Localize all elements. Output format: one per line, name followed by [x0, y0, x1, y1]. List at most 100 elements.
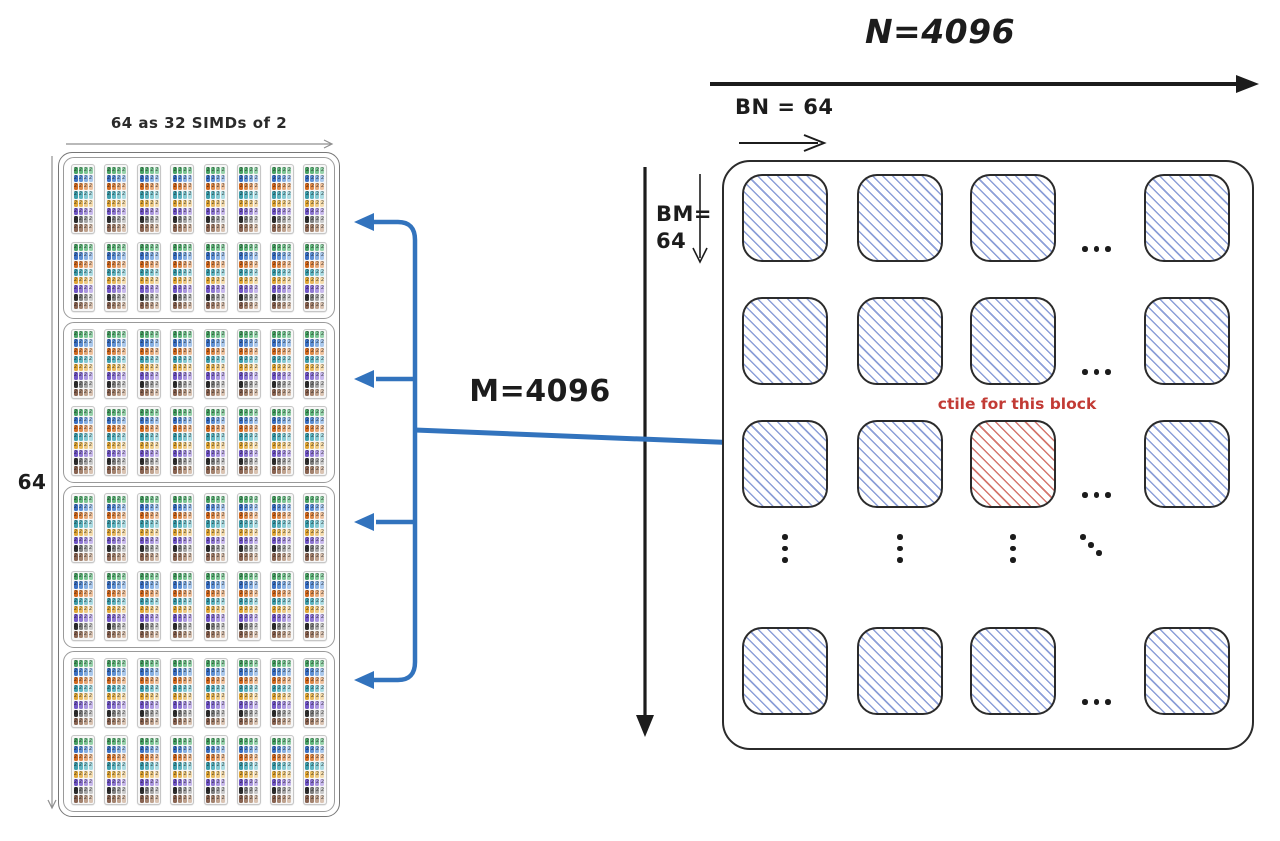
matrix-cell: 2 — [182, 339, 187, 347]
matrix-cell: 2 — [172, 347, 177, 355]
matrix-cell: 2 — [277, 166, 282, 174]
matrix-cell: 2 — [221, 701, 226, 709]
matrix-cell: 2 — [244, 754, 249, 762]
matrix-cell: 2 — [239, 268, 244, 276]
matrix-cell: 2 — [239, 339, 244, 347]
matrix-cell: 2 — [310, 260, 315, 268]
matrix-cell: 2 — [121, 660, 126, 668]
matrix-cell: 2 — [106, 622, 111, 630]
matrix-cell: 2 — [116, 466, 121, 474]
matrix-cell: 2 — [78, 268, 83, 276]
matrix-cell: 2 — [310, 293, 315, 301]
matrix-cell: 2 — [88, 466, 93, 474]
matrix-cell: 2 — [272, 174, 277, 182]
matrix-cell: 2 — [244, 174, 249, 182]
matrix-cell: 2 — [320, 520, 325, 528]
matrix-cell: 2 — [249, 495, 254, 503]
matrix-cell: 2 — [182, 388, 187, 396]
matrix-cell: 2 — [177, 528, 182, 536]
matrix-cell: 2 — [282, 745, 287, 753]
matrix-cell: 2 — [187, 520, 192, 528]
matrix-cell: 2 — [78, 589, 83, 597]
matrix-cell: 2 — [272, 536, 277, 544]
matrix-cell: 2 — [139, 787, 144, 795]
matrix-cell: 2 — [206, 787, 211, 795]
matrix-cell: 2 — [249, 372, 254, 380]
matrix-cell: 2 — [206, 709, 211, 717]
matrix-cell: 2 — [320, 372, 325, 380]
matrix-cell: 2 — [315, 224, 320, 232]
matrix-cell: 2 — [111, 252, 116, 260]
matrix-cell: 2 — [206, 573, 211, 581]
matrix-cell: 2 — [149, 589, 154, 597]
matrix-cell: 2 — [73, 207, 78, 215]
matrix-cell: 2 — [272, 268, 277, 276]
matrix-cell: 2 — [315, 787, 320, 795]
matrix-cell: 2 — [111, 301, 116, 309]
matrix-cell: 2 — [116, 606, 121, 614]
matrix-cell: 2 — [154, 693, 159, 701]
matrix-cell: 2 — [73, 293, 78, 301]
matrix-cell: 2 — [315, 660, 320, 668]
matrix-cell: 2 — [310, 536, 315, 544]
matrix-cell: 2 — [221, 520, 226, 528]
matrix-cell: 2 — [239, 512, 244, 520]
matrix-cell: 2 — [144, 277, 149, 285]
matrix-cell: 2 — [187, 183, 192, 191]
matrix-cell: 2 — [221, 372, 226, 380]
matrix-cell: 2 — [78, 388, 83, 396]
matrix-cell: 2 — [172, 449, 177, 457]
matrix-cell: 2 — [88, 380, 93, 388]
matrix-cell: 2 — [206, 693, 211, 701]
matrix-cell: 2 — [187, 495, 192, 503]
matrix-cell: 2 — [88, 581, 93, 589]
matrix-cell: 2 — [320, 408, 325, 416]
matrix-cell: 2 — [282, 668, 287, 676]
matrix-cell: 2 — [320, 433, 325, 441]
matrix-cell: 2 — [315, 737, 320, 745]
matrix-cell: 2 — [282, 301, 287, 309]
matrix-cell: 2 — [116, 433, 121, 441]
matrix-cell: 2 — [244, 693, 249, 701]
matrix-cell: 2 — [187, 425, 192, 433]
matrix-cell: 2 — [320, 244, 325, 252]
matrix-cell: 2 — [111, 425, 116, 433]
matrix-cell: 2 — [206, 244, 211, 252]
matrix-cell: 2 — [116, 745, 121, 753]
matrix-cell: 2 — [111, 553, 116, 561]
matrix-cell: 2 — [177, 693, 182, 701]
matrix-cell: 2 — [83, 520, 88, 528]
matrix-cell: 2 — [244, 762, 249, 770]
matrix-cell: 2 — [149, 553, 154, 561]
matrix-cell: 2 — [83, 770, 88, 778]
matrix-cell: 2 — [206, 416, 211, 424]
matrix-cell: 2 — [187, 252, 192, 260]
matrix-cell: 2 — [111, 545, 116, 553]
matrix-cell: 2 — [83, 684, 88, 692]
matrix-cell: 2 — [106, 754, 111, 762]
matrix-cell: 2 — [106, 224, 111, 232]
matrix-cell: 2 — [116, 668, 121, 676]
matrix-cell: 2 — [154, 770, 159, 778]
matrix-cell: 2 — [106, 174, 111, 182]
matrix-cell: 2 — [239, 762, 244, 770]
matrix-cell: 2 — [139, 458, 144, 466]
matrix-cell: 2 — [282, 545, 287, 553]
matrix-cell: 2 — [73, 630, 78, 638]
matrix-cell: 2 — [187, 573, 192, 581]
matrix-cell: 2 — [239, 372, 244, 380]
matrix-cell: 2 — [139, 285, 144, 293]
matrix-cell: 2 — [139, 581, 144, 589]
matrix-cell: 2 — [272, 520, 277, 528]
matrix-cell: 2 — [187, 466, 192, 474]
matrix-cell: 2 — [139, 216, 144, 224]
matrix-cell: 2 — [254, 166, 259, 174]
matrix-cell: 2 — [320, 301, 325, 309]
matrix-cell: 2 — [244, 216, 249, 224]
matrix-cell: 2 — [239, 408, 244, 416]
matrix-cell: 2 — [249, 364, 254, 372]
